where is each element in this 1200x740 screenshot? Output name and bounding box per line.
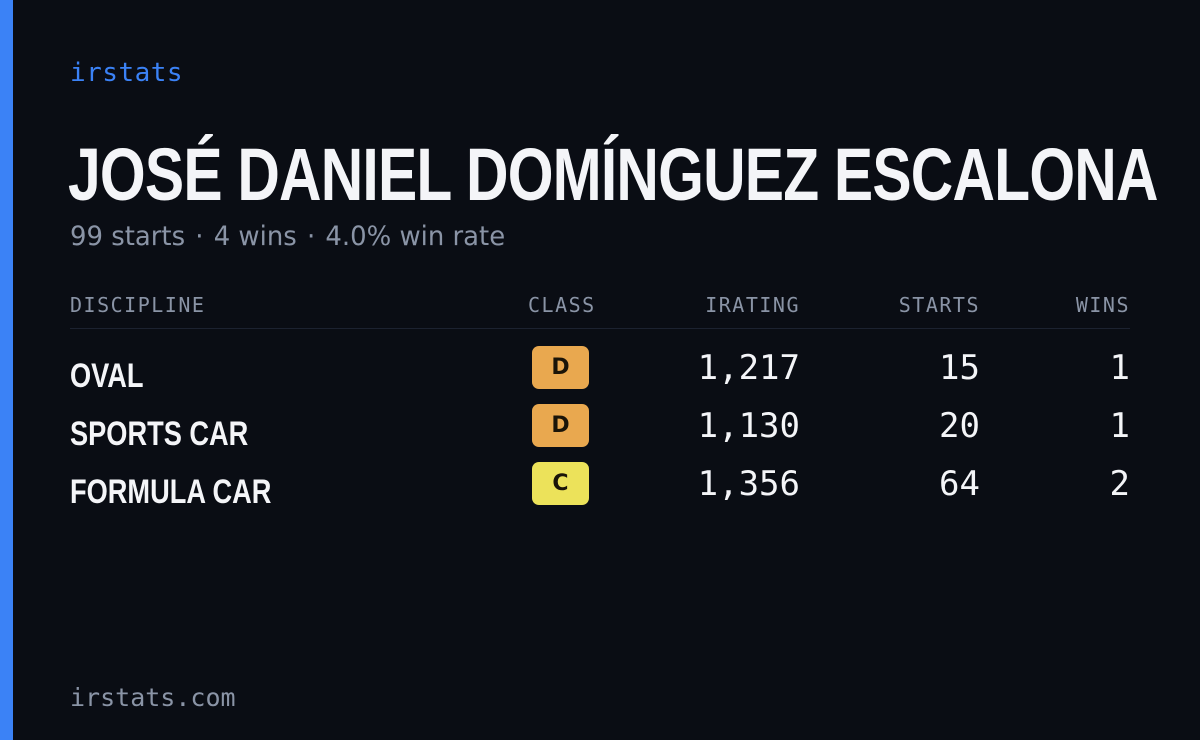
irating-value: 1,130 bbox=[697, 406, 800, 446]
accent-bar bbox=[0, 0, 13, 740]
driver-name: JOSÉ DANIEL DOMÍNGUEZ ESCALONA bbox=[68, 133, 1158, 216]
wins-value: 1 bbox=[1109, 348, 1130, 388]
summary-separator: · bbox=[195, 221, 204, 252]
table-row: FORMULA CAR C 1,356 64 2 bbox=[0, 462, 1200, 520]
discipline-name: SPORTS CAR bbox=[70, 415, 249, 453]
header-irating: IRATING bbox=[705, 293, 800, 317]
irating-value: 1,217 bbox=[697, 348, 800, 388]
summary-separator: · bbox=[306, 221, 316, 252]
header-starts: STARTS bbox=[898, 293, 980, 317]
table-row: SPORTS CAR D 1,130 20 1 bbox=[0, 404, 1200, 462]
footer-url: irstats.com bbox=[70, 683, 236, 712]
header-wins: WINS bbox=[1075, 293, 1130, 317]
header-class: CLASS bbox=[528, 293, 596, 317]
class-badge: D bbox=[532, 346, 589, 389]
discipline-name: FORMULA CAR bbox=[70, 473, 272, 511]
wins-value: 1 bbox=[1109, 406, 1130, 446]
starts-value: 20 bbox=[939, 406, 980, 446]
wins-value: 2 bbox=[1109, 464, 1130, 504]
driver-summary: 99 starts · 4 wins · 4.0% win rate bbox=[70, 219, 505, 255]
brand-logo-text: irstats bbox=[70, 58, 184, 88]
starts-value: 64 bbox=[939, 464, 980, 504]
discipline-name: OVAL bbox=[70, 357, 144, 395]
summary-starts: 99 starts bbox=[70, 221, 186, 252]
summary-wins: 4 wins bbox=[213, 221, 297, 252]
header-divider bbox=[70, 328, 1130, 329]
header-discipline: DISCIPLINE bbox=[70, 293, 206, 317]
class-badge: C bbox=[532, 462, 589, 505]
starts-value: 15 bbox=[939, 348, 980, 388]
summary-win-rate: 4.0% win rate bbox=[325, 221, 506, 252]
table-row: OVAL D 1,217 15 1 bbox=[0, 346, 1200, 404]
class-badge: D bbox=[532, 404, 589, 447]
irating-value: 1,356 bbox=[697, 464, 800, 504]
